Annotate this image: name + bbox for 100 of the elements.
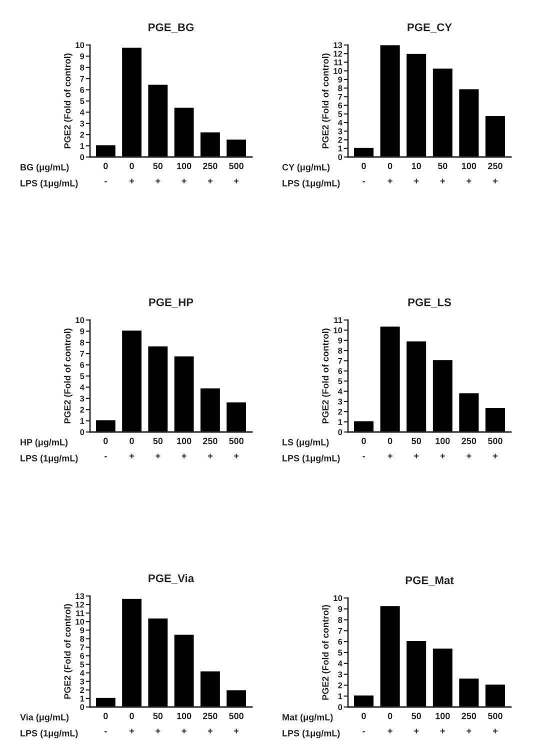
- y-tick-label: 2: [338, 682, 342, 688]
- category-label: 0 -: [104, 162, 108, 182]
- bar: [406, 54, 426, 157]
- x-tick-label: 100 +: [177, 438, 192, 458]
- text: LPS (1μg/mL): [282, 730, 340, 738]
- y-tick-label: 12: [334, 50, 342, 57]
- bar: [485, 408, 505, 432]
- y-tick-label: 10: [334, 327, 342, 334]
- y-tick-label: 4: [338, 388, 342, 394]
- y-tick-label: 3: [80, 396, 84, 402]
- x-tick-label: 250 +: [462, 438, 476, 458]
- category-label: 0 -: [362, 712, 366, 732]
- y-tick-label: 2: [338, 136, 342, 143]
- y-tick-label: 11: [76, 610, 84, 616]
- x-tick-label: 500 +: [488, 438, 502, 458]
- y-axis-title: PGE2 (Fold of control): [64, 54, 72, 148]
- y-tick-label: 0: [80, 154, 84, 160]
- x-tick-label: 0 +: [388, 162, 392, 184]
- x-tick-label: 250 +: [488, 162, 502, 184]
- bar: [485, 684, 505, 707]
- y-tick-label: 12: [76, 602, 84, 608]
- y-tick-label: 0: [338, 704, 342, 710]
- text: LPS (1μg/mL): [282, 454, 340, 464]
- chart-title: PGE_LS: [408, 298, 451, 308]
- y-tick-label: 6: [80, 652, 84, 659]
- category-label: 0 -: [362, 162, 366, 182]
- chart-title: PGE_HP: [149, 298, 194, 308]
- bar: [380, 326, 400, 432]
- text: Mat (μg/mL): [282, 714, 333, 722]
- chart-title: PGE_BG: [148, 23, 194, 32]
- text: HP (μg/mL): [20, 438, 68, 448]
- x-tick-label: 250 +: [202, 162, 218, 184]
- y-tick-label: 4: [80, 109, 84, 116]
- y-tick-label: 3: [338, 398, 342, 405]
- y-tick-label: 7: [338, 358, 342, 364]
- x-tick-label: 50 +: [153, 162, 163, 184]
- y-tick-label: 1: [80, 143, 84, 149]
- y-tick-label: 7: [80, 350, 84, 357]
- y-axis-title: PGE2 (Fold of control): [64, 328, 72, 424]
- y-tick-label: 11: [334, 317, 342, 324]
- bar: [432, 648, 452, 707]
- y-tick-label: 5: [80, 98, 84, 104]
- y-tick-label: 8: [338, 348, 342, 354]
- y-tick-label: 2: [80, 132, 84, 138]
- x-tick-label: 100 +: [436, 438, 450, 458]
- bar: [122, 330, 142, 432]
- bar: [122, 598, 142, 707]
- bar: [380, 45, 400, 157]
- y-tick-label: 6: [80, 362, 84, 368]
- bar: [96, 420, 116, 432]
- y-tick-label: 5: [338, 378, 342, 384]
- text: LS (μg/mL): [282, 438, 329, 448]
- bar: [354, 421, 374, 432]
- bar: [148, 84, 168, 157]
- bar: [200, 388, 220, 432]
- y-tick-label: 11: [334, 60, 342, 66]
- y-axis-title: PGE2 (Fold of control): [64, 604, 72, 699]
- y-tick-label: 0: [338, 429, 342, 436]
- x-tick-label: 50 +: [438, 162, 448, 184]
- y-axis-title: PGE2 (Fold of control): [322, 54, 330, 148]
- y-tick-label: 10: [76, 42, 84, 48]
- bar: [432, 68, 452, 157]
- y-tick-label: 8: [80, 340, 84, 346]
- y-tick-label: 0: [80, 429, 84, 436]
- text: LPS (1μg/mL): [20, 180, 78, 188]
- y-tick-label: 4: [80, 384, 84, 390]
- y-tick-label: 7: [338, 94, 342, 100]
- y-tick-label: 3: [80, 678, 84, 684]
- bar: [485, 116, 505, 157]
- y-tick-label: 13: [334, 42, 342, 48]
- bar: [174, 108, 194, 157]
- y-tick-label: 1: [80, 696, 84, 702]
- chart-title: PGE_CY: [408, 23, 452, 32]
- x-tick-label: 0 +: [388, 712, 392, 734]
- y-tick-label: 4: [80, 670, 84, 676]
- y-tick-label: 0: [80, 704, 84, 710]
- bar: [459, 678, 479, 707]
- x-tick-label: 250 +: [202, 438, 218, 458]
- y-tick-label: 9: [338, 338, 342, 344]
- x-tick-label: 100 +: [177, 162, 192, 184]
- y-tick-label: 8: [80, 636, 84, 642]
- y-tick-label: 3: [338, 672, 342, 678]
- y-axis-title: PGE2 (Fold of control): [322, 605, 330, 700]
- bar: [200, 671, 220, 707]
- bar: [226, 690, 246, 707]
- x-tick-label: 0 +: [130, 162, 134, 184]
- category-label: 0 -: [104, 438, 108, 458]
- x-tick-label: 0 +: [130, 712, 134, 734]
- y-tick-label: 3: [80, 120, 84, 127]
- category-label: 0 -: [362, 438, 366, 458]
- y-tick-label: 13: [76, 593, 84, 600]
- text: LPS (1μg/mL): [20, 454, 78, 464]
- y-tick-label: 1: [338, 693, 342, 700]
- x-tick-label: 50 +: [412, 438, 422, 458]
- y-tick-label: 6: [338, 102, 342, 108]
- y-tick-label: 6: [338, 368, 342, 374]
- y-tick-label: 4: [338, 660, 342, 666]
- bar: [432, 360, 452, 432]
- bar: [226, 402, 246, 432]
- y-tick-label: 7: [338, 628, 342, 634]
